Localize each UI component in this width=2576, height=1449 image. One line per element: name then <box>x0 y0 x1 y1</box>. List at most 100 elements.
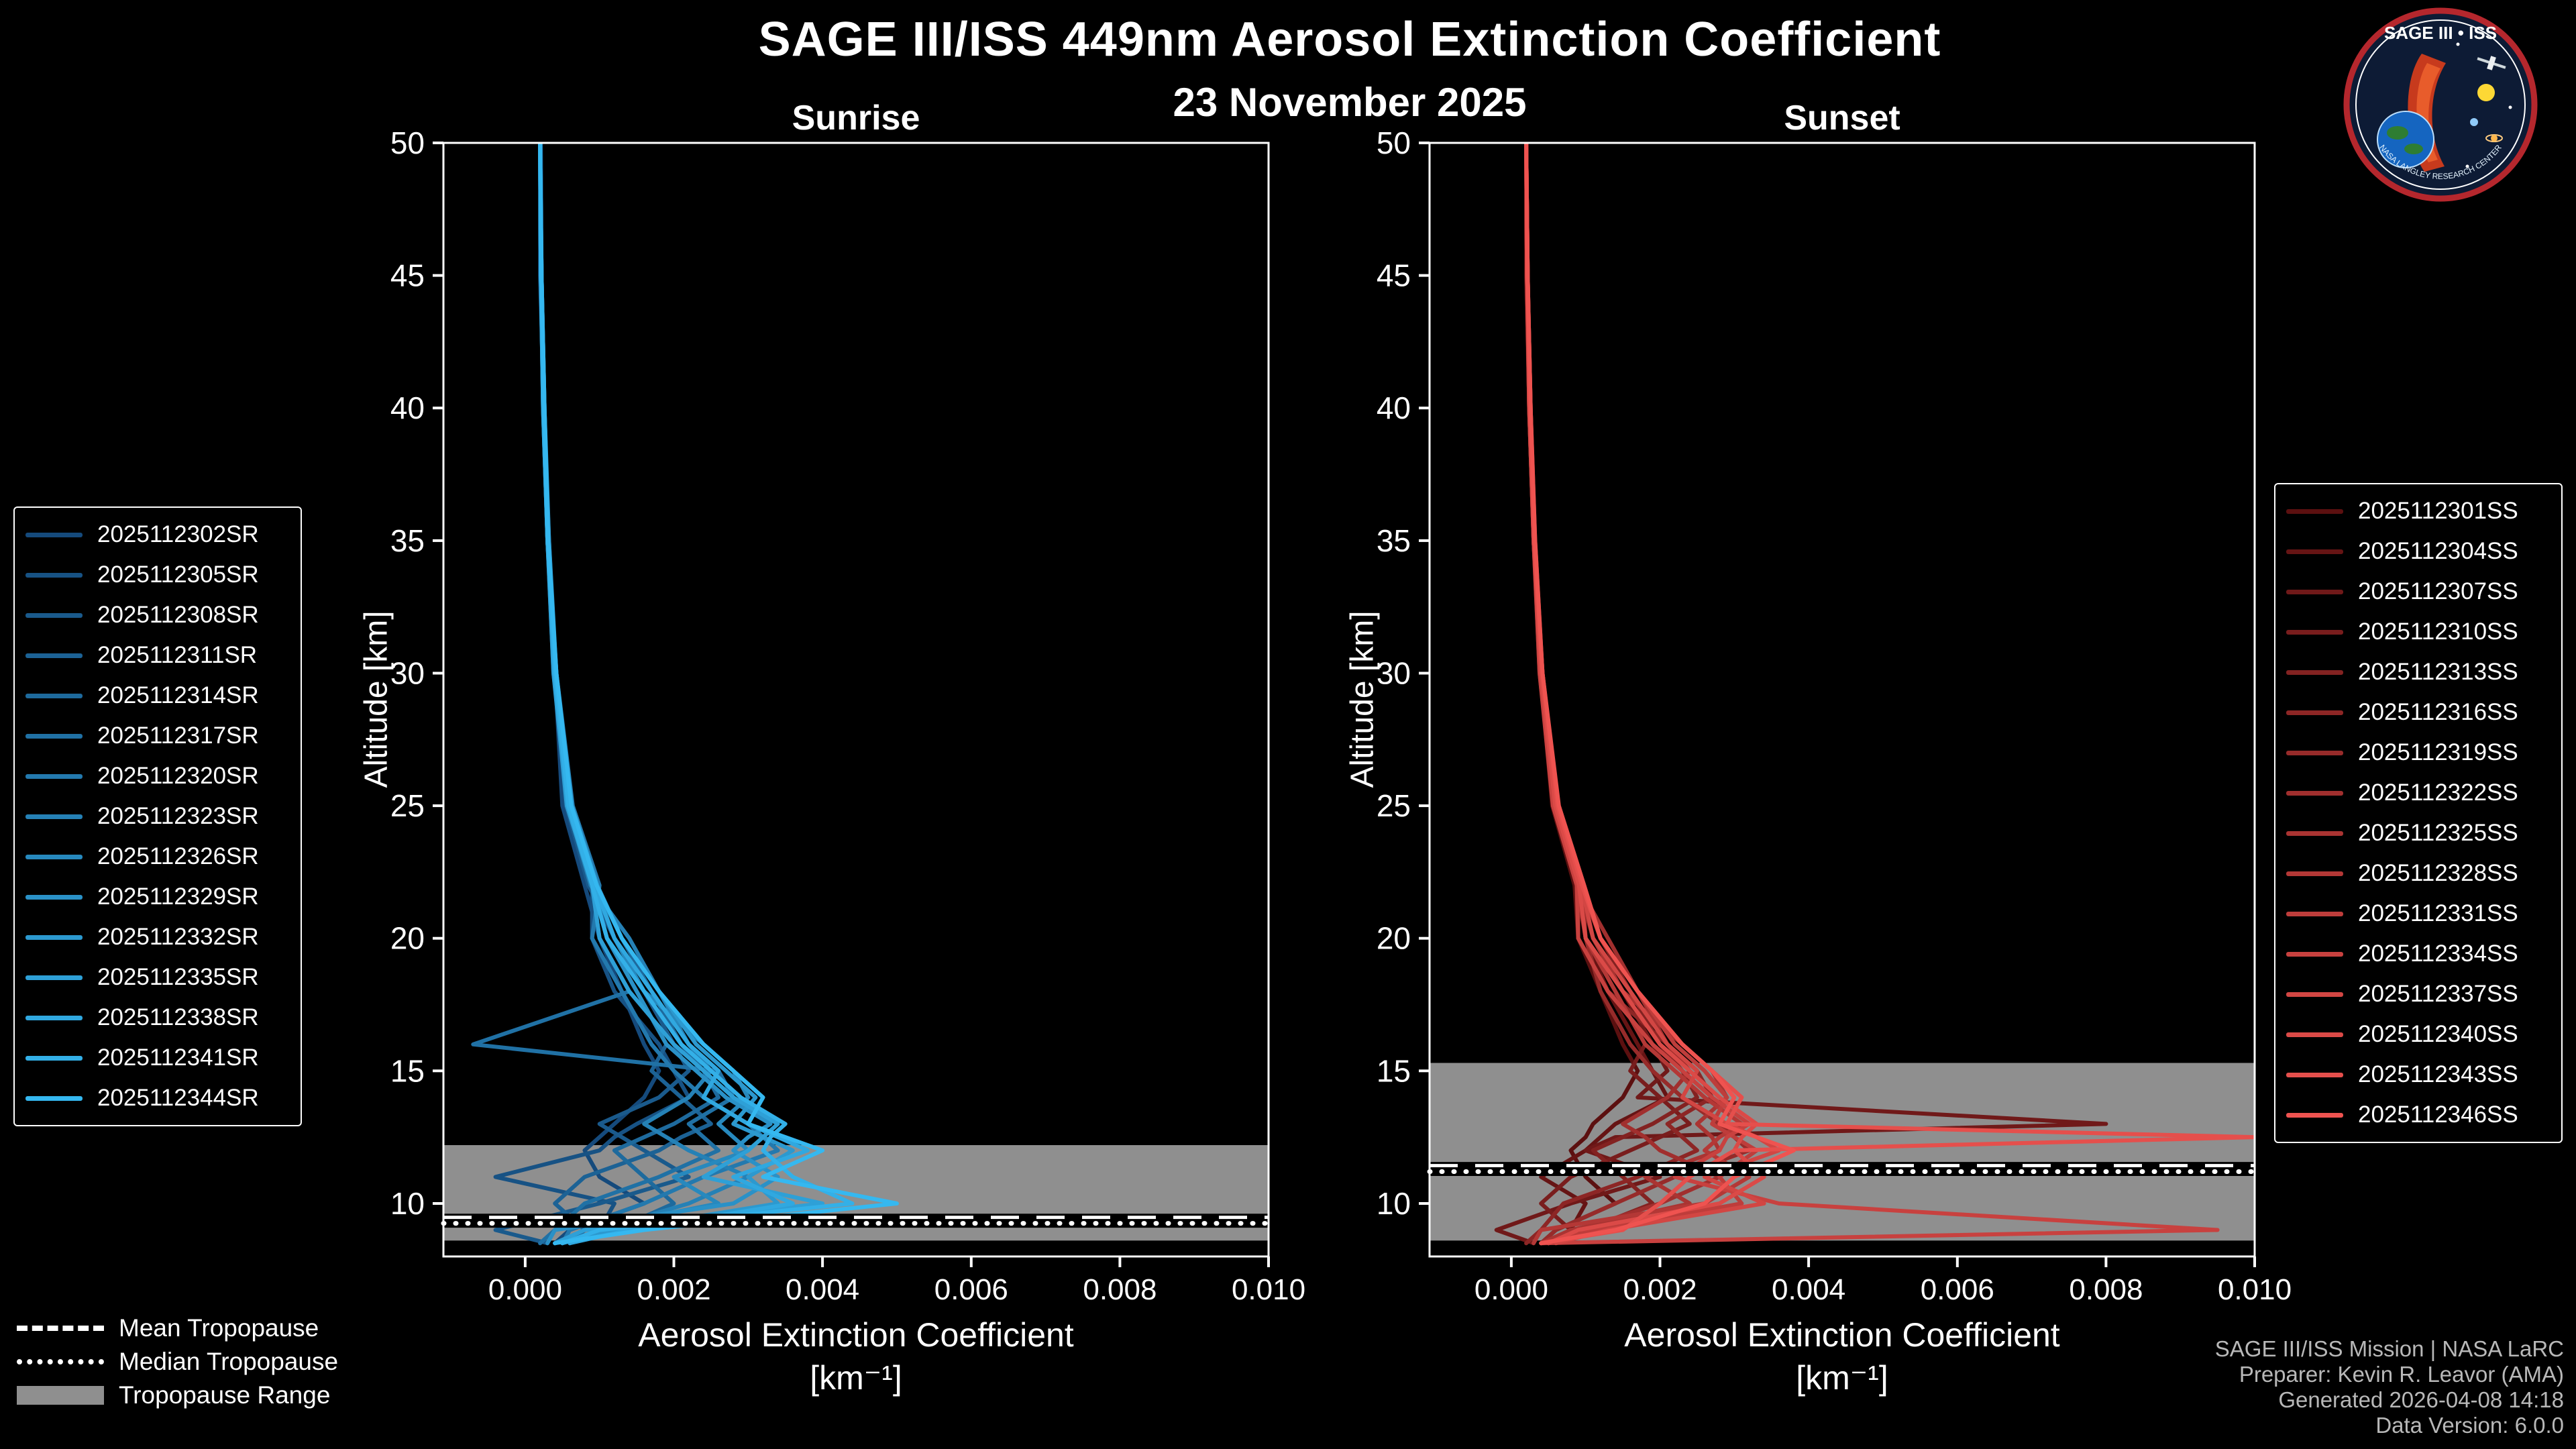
sunset-legend: 2025112301SS 2025112304SS 2025112307SS 2025… <box>2274 483 2563 1143</box>
legend-item: 2025112328SS <box>2286 853 2551 894</box>
logo-star3 <box>2465 164 2469 168</box>
sunrise-xaxis-label-text: Aerosol Extinction Coefficient <box>638 1316 1074 1354</box>
legend-label: 2025112334SS <box>2358 941 2518 967</box>
svg-text:0.002: 0.002 <box>637 1273 710 1306</box>
legend-item: 2025112325SS <box>2286 813 2551 853</box>
svg-text:20: 20 <box>1377 921 1411 956</box>
svg-text:35: 35 <box>390 523 425 558</box>
legend-line-sample <box>25 1015 83 1020</box>
legend-label: 2025112325SS <box>2358 820 2518 846</box>
svg-text:10: 10 <box>1377 1186 1411 1221</box>
legend-item: 2025112301SS <box>2286 491 2551 531</box>
legend-label: 2025112341SR <box>97 1044 259 1071</box>
svg-text:0.002: 0.002 <box>1623 1273 1697 1306</box>
band-sample <box>17 1386 104 1405</box>
legend-line-sample <box>25 693 83 698</box>
sunset-xaxis-units: [km⁻¹] <box>1796 1359 1888 1397</box>
legend-line-sample <box>2286 951 2343 957</box>
legend-line-sample <box>2286 790 2343 796</box>
sunset-xaxis-label-text: Aerosol Extinction Coefficient <box>1624 1316 2060 1354</box>
median-tropopause-legend-item: Median Tropopause <box>17 1345 338 1379</box>
legend-label: 2025112337SS <box>2358 981 2518 1007</box>
sunset-panel-title: Sunset <box>1784 99 1900 138</box>
legend-line-sample <box>25 975 83 980</box>
legend-item: 2025112335SR <box>25 957 290 998</box>
logo-star2 <box>2508 105 2512 109</box>
svg-text:0.008: 0.008 <box>1083 1273 1157 1306</box>
legend-label: 2025112320SR <box>97 763 259 789</box>
legend-item: 2025112311SR <box>25 635 290 676</box>
legend-line-sample <box>2286 1072 2343 1077</box>
legend-item: 2025112346SS <box>2286 1095 2551 1135</box>
legend-label: 2025112338SR <box>97 1004 259 1030</box>
legend-line-sample <box>25 854 83 859</box>
tropopause-legend: Mean Tropopause Median Tropopause Tropop… <box>17 1311 338 1412</box>
legend-item: 2025112341SR <box>25 1038 290 1078</box>
legend-line-sample <box>2286 750 2343 755</box>
svg-text:0.006: 0.006 <box>934 1273 1008 1306</box>
logo-planet <box>2470 118 2478 126</box>
logo-wordmark: SAGE III • ISS <box>2384 23 2497 43</box>
svg-text:30: 30 <box>390 656 425 691</box>
svg-text:20: 20 <box>390 921 425 956</box>
legend-item: 2025112317SR <box>25 716 290 756</box>
legend-item: 2025112326SR <box>25 837 290 877</box>
legend-line-sample <box>25 894 83 900</box>
legend-line-sample <box>2286 629 2343 635</box>
legend-label: 2025112326SR <box>97 843 259 869</box>
legend-label: 2025112331SS <box>2358 900 2518 926</box>
legend-line-sample <box>2286 830 2343 836</box>
legend-label: 2025112305SR <box>97 561 259 588</box>
mean-tropopause-label: Mean Tropopause <box>119 1314 319 1342</box>
legend-line-sample <box>25 773 83 779</box>
svg-text:0.000: 0.000 <box>488 1273 562 1306</box>
legend-label: 2025112307SS <box>2358 578 2518 604</box>
legend-item: 2025112305SR <box>25 555 290 595</box>
legend-item: 2025112337SS <box>2286 974 2551 1014</box>
median-tropopause-label: Median Tropopause <box>119 1348 339 1375</box>
legend-item: 2025112322SS <box>2286 773 2551 813</box>
legend-label: 2025112323SR <box>97 803 259 829</box>
legend-line-sample <box>2286 669 2343 675</box>
legend-label: 2025112328SS <box>2358 860 2518 886</box>
legend-label: 2025112302SR <box>97 521 259 547</box>
legend-item: 2025112331SS <box>2286 894 2551 934</box>
svg-text:45: 45 <box>1377 258 1411 293</box>
legend-line-sample <box>25 733 83 739</box>
dotted-line-sample <box>17 1359 104 1364</box>
logo-iss-icon <box>2477 56 2506 70</box>
legend-line-sample <box>25 532 83 537</box>
logo-ringed-planet-body <box>2491 135 2498 142</box>
legend-label: 2025112343SS <box>2358 1061 2518 1087</box>
logo-earth-land <box>2387 126 2408 140</box>
footer-data-version: Data Version: 6.0.0 <box>2375 1413 2564 1438</box>
legend-item: 2025112323SR <box>25 796 290 837</box>
legend-label: 2025112301SS <box>2358 498 2518 524</box>
footer-credits: SAGE III/ISS Mission | NASA LaRC Prepare… <box>2215 1336 2564 1438</box>
legend-line-sample <box>25 934 83 940</box>
legend-item: 2025112304SS <box>2286 531 2551 572</box>
logo-sun <box>2477 84 2495 101</box>
footer-generated: Generated 2026-04-08 14:18 <box>2278 1387 2564 1412</box>
legend-line-sample <box>25 814 83 819</box>
legend-label: 2025112308SR <box>97 602 259 628</box>
legend-line-sample <box>2286 991 2343 997</box>
legend-line-sample <box>25 572 83 578</box>
svg-text:15: 15 <box>390 1053 425 1088</box>
svg-text:0.000: 0.000 <box>1474 1273 1548 1306</box>
legend-item: 2025112316SS <box>2286 692 2551 733</box>
legend-label: 2025112310SS <box>2358 619 2518 645</box>
sunset-xaxis-label: Aerosol Extinction Coefficient [km⁻¹] <box>1430 1313 2255 1399</box>
svg-text:45: 45 <box>390 258 425 293</box>
legend-label: 2025112313SS <box>2358 659 2518 685</box>
legend-line-sample <box>25 612 83 618</box>
svg-text:0.010: 0.010 <box>1232 1273 1305 1306</box>
legend-item: 2025112313SS <box>2286 652 2551 692</box>
legend-line-sample <box>25 1055 83 1061</box>
legend-label: 2025112322SS <box>2358 780 2518 806</box>
legend-label: 2025112316SS <box>2358 699 2518 725</box>
legend-label: 2025112346SS <box>2358 1102 2518 1128</box>
legend-item: 2025112308SR <box>25 595 290 635</box>
date-subtitle: 23 November 2025 <box>1173 80 1527 125</box>
legend-item: 2025112344SR <box>25 1078 290 1118</box>
